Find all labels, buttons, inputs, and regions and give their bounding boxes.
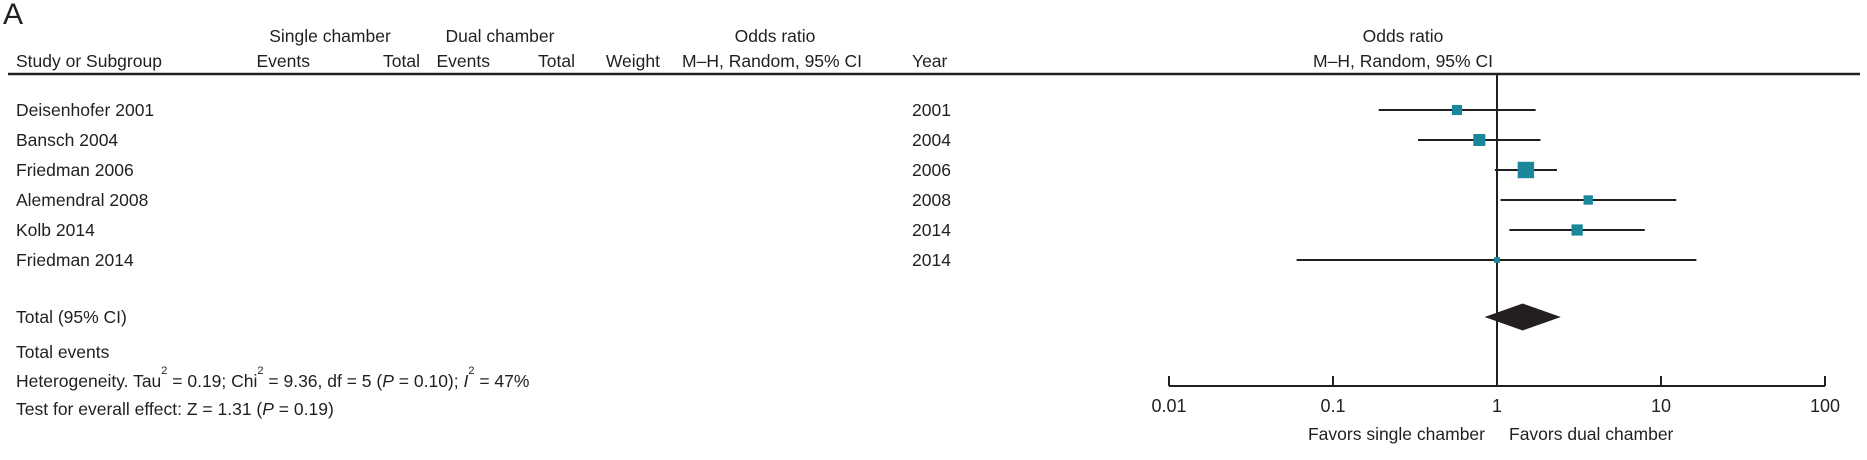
study-row: Friedman 2014 1 50 1 50 3.4% 1.00 [0.06,… [0, 248, 1000, 272]
total-row: Total (95% CI) 791 690 100.0% 1.43 [0.84… [0, 305, 1000, 329]
favors-right-label: Favors dual chamber [1509, 424, 1674, 444]
het-p-symbol: P [382, 371, 394, 391]
axis-tick-label: 1 [1492, 396, 1502, 416]
study-name: Bansch 2004 [16, 130, 119, 150]
axis-tick-label: 10 [1651, 396, 1671, 416]
axis-tick-label: 0.01 [1151, 396, 1186, 416]
column-header-year: Year [912, 51, 948, 71]
study-row: Kolb 2014 17 223 6 230 17.7% 3.08 [1.19,… [0, 218, 1000, 242]
heterogeneity-line: Heterogeneity. Tau2 = 0.19; Chi2 = 9.36,… [16, 366, 530, 392]
year-value: 2006 [912, 160, 951, 180]
study-row: Alemendral 2008 20 222 3 112 12.8% 3.60 … [0, 188, 1000, 212]
study-name: Kolb 2014 [16, 220, 95, 240]
study-name: Alemendral 2008 [16, 190, 149, 210]
total-events-row: Total events 124 86 [0, 340, 1000, 364]
year-value: 2001 [912, 100, 951, 120]
het-text: = 0.10); [393, 371, 464, 391]
favors-left-label: Favors single chamber [1308, 424, 1485, 444]
overall-p-symbol: P [262, 399, 274, 419]
het-text: = 0.19; Chi [167, 371, 258, 391]
or-marker [1494, 257, 1500, 263]
column-header-mh-ci-right: M–H, Random, 95% CI [1313, 51, 1493, 71]
or-marker [1517, 161, 1535, 179]
or-marker [1571, 224, 1583, 236]
year-value: 2004 [912, 130, 951, 150]
study-name: Friedman 2014 [16, 250, 134, 270]
group-header-dual-chamber: Dual chamber [445, 26, 555, 46]
het-sup: 2 [161, 365, 168, 378]
het-text: = 47% [474, 371, 530, 391]
het-i-symbol: I [463, 371, 469, 391]
total-events-label: Total events [16, 342, 110, 362]
study-row: Friedman 2006 66 199 50 201 31.4% 1.50 [… [0, 158, 1000, 182]
column-header-study: Study or Subgroup [16, 51, 162, 71]
odds-ratio-header-right: Odds ratio [1362, 26, 1444, 46]
total-diamond [1484, 303, 1561, 331]
study-row: Bansch 2004 14 52 16 50 19.8% 0.78 [0.33… [0, 128, 1000, 152]
axis-tick-label: 100 [1810, 396, 1840, 416]
or-marker [1473, 133, 1486, 147]
total-label: Total (95% CI) [16, 307, 127, 327]
panel-label: A [3, 0, 24, 31]
overall-text: = 0.19) [273, 399, 334, 419]
or-marker [1451, 104, 1463, 116]
study-name: Deisenhofer 2001 [16, 100, 155, 120]
column-header-single-events: Events [256, 51, 311, 71]
or-marker [1583, 195, 1593, 205]
het-sup: 2 [257, 365, 264, 378]
year-value: 2008 [912, 190, 951, 210]
axis-tick-label: 0.1 [1320, 396, 1345, 416]
column-header-dual-events: Events [436, 51, 491, 71]
odds-ratio-header-left: Odds ratio [734, 26, 816, 46]
year-value: 2014 [912, 250, 951, 270]
column-header-dual-total: Total [538, 51, 575, 71]
column-header-weight: Weight [605, 51, 660, 71]
het-text: = 9.36, df = 5 ( [263, 371, 383, 391]
overall-text: Test for everall effect: Z = 1.31 ( [16, 399, 263, 419]
overall-effect-line: Test for everall effect: Z = 1.31 (P = 0… [16, 398, 334, 420]
column-header-single-total: Total [383, 51, 420, 71]
group-header-single-chamber: Single chamber [269, 26, 391, 46]
year-value: 2014 [912, 220, 951, 240]
column-header-mh-ci-left: M–H, Random, 95% CI [682, 51, 862, 71]
study-name: Friedman 2006 [16, 160, 134, 180]
het-text: Heterogeneity. Tau [16, 371, 162, 391]
study-row: Deisenhofer 2001 6 45 10 47 14.8% 0.57 [… [0, 98, 1000, 122]
het-sup: 2 [468, 365, 475, 378]
